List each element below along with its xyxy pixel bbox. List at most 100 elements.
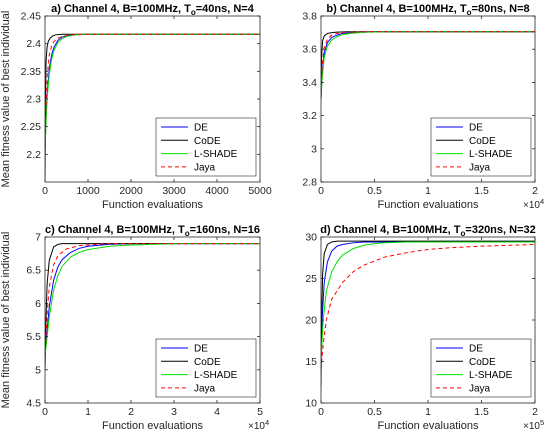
x-tick-label: 1 [85, 406, 91, 418]
x-tick-label: 0 [42, 406, 48, 418]
chart-title: b) Channel 4, B=100MHz, To=80ns, N=8 [326, 3, 529, 17]
x-tick-label: 0 [42, 185, 48, 197]
x-tick-label: 3 [171, 406, 177, 418]
legend-box [155, 338, 257, 398]
legend-label-de: DE [194, 123, 208, 134]
y-tick-label: 25 [305, 273, 317, 285]
panel-3: 0 1 2 3 4 5 4.5 5 5.5 6 6.5 7 ×104 Function evaluatio… [0, 224, 269, 432]
y-tick-label: 3.8 [302, 11, 317, 23]
y-tick-label: 2.45 [21, 11, 42, 23]
legend-box [430, 117, 532, 177]
legend-label-jaya: Jaya [194, 383, 216, 394]
legend-label-code: CoDE [469, 136, 496, 147]
legend: DE CoDE L-SHADE Jaya [155, 117, 257, 177]
y-tick-label: 2.2 [26, 149, 41, 161]
y-tick-label: 30 [305, 232, 317, 244]
y-tick-label: 6 [35, 298, 41, 310]
x-tick-label: 1 [425, 185, 431, 197]
legend-label-l-shade: L-SHADE [194, 370, 238, 381]
x-exponent-label: ×104 [523, 197, 544, 211]
x-tick-label: 0.5 [367, 406, 382, 418]
x-tick-label: 2000 [119, 185, 143, 197]
panel-2: 0 0.5 1 1.5 2 2.8 3 3.2 3.4 3.6 3.8 ×104 Function ev… [302, 3, 544, 211]
y-tick-label: 3 [311, 143, 317, 155]
series-group [321, 31, 535, 100]
y-axis-label: Mean fitness value of best individual [0, 232, 12, 409]
x-tick-label: 1 [425, 406, 431, 418]
legend-label-jaya: Jaya [469, 162, 491, 173]
series-line-code [321, 31, 535, 100]
legend: DE CoDE L-SHADE Jaya [155, 338, 257, 398]
y-tick-label: 3.6 [302, 44, 317, 56]
chart-title: a) Channel 4, B=100MHz, To=40ns, N=4 [51, 3, 255, 17]
axes-frame [44, 236, 261, 404]
legend: DE CoDE L-SHADE Jaya [430, 338, 532, 398]
legend-label-de: DE [194, 344, 208, 355]
legend-label-code: CoDE [194, 136, 221, 147]
y-tick-label: 5 [35, 364, 41, 376]
legend-label-jaya: Jaya [194, 162, 216, 173]
x-tick-label: 1.5 [474, 185, 489, 197]
legend: DE CoDE L-SHADE Jaya [430, 117, 532, 177]
y-tick-label: 2.35 [21, 66, 42, 78]
y-tick-label: 7 [35, 232, 41, 244]
y-tick-label: 15 [305, 356, 317, 368]
series-line-jaya [321, 31, 535, 100]
legend-label-code: CoDE [469, 357, 496, 368]
legend-label-code: CoDE [194, 357, 221, 368]
x-tick-label: 4000 [205, 185, 229, 197]
y-axis-label: Mean fitness value of best individual [0, 11, 12, 188]
y-tick-label: 6.5 [26, 265, 41, 277]
chart-title: c) Channel 4, B=100MHz, To=160ns, N=16 [45, 224, 260, 238]
x-exponent-label: ×104 [248, 418, 269, 432]
y-tick-label: 2.8 [302, 177, 317, 189]
legend-label-l-shade: L-SHADE [469, 370, 513, 381]
legend-box [155, 117, 257, 177]
y-tick-label: 2.3 [26, 94, 41, 106]
series-line-l-shade [321, 241, 535, 362]
x-tick-label: 2 [532, 406, 538, 418]
x-axis-label: Function evaluations [102, 420, 203, 432]
x-tick-label: 2 [532, 185, 538, 197]
series-line-jaya [45, 33, 260, 155]
x-tick-label: 0 [318, 185, 324, 197]
x-tick-label: 0 [318, 406, 324, 418]
series-line-de [45, 243, 260, 357]
x-tick-label: 1000 [76, 185, 100, 197]
y-tick-label: 2.4 [26, 38, 41, 50]
series-group [321, 240, 535, 387]
legend-label-l-shade: L-SHADE [194, 149, 238, 160]
x-tick-label: 1.5 [474, 406, 489, 418]
y-tick-label: 2.25 [21, 121, 42, 133]
x-axis-label: Function evaluations [102, 199, 203, 211]
x-tick-label: 2 [128, 406, 134, 418]
series-line-jaya [321, 243, 535, 370]
legend-label-jaya: Jaya [469, 383, 491, 394]
y-tick-label: 4.5 [26, 398, 41, 410]
x-tick-label: 5000 [248, 185, 272, 197]
x-axis-label: Function evaluations [378, 199, 479, 211]
y-tick-label: 3.2 [302, 110, 317, 122]
y-tick-label: 10 [305, 398, 317, 410]
y-tick-label: 3.4 [302, 77, 317, 89]
series-line-code [45, 33, 260, 182]
series-line-l-shade [45, 243, 260, 357]
x-axis-label: Function evaluations [378, 420, 479, 432]
legend-label-de: DE [469, 344, 483, 355]
chart-title: d) Channel 4, B=100MHz, To=320ns, N=32 [320, 224, 536, 238]
series-line-de [321, 241, 535, 362]
series-group [45, 243, 260, 370]
legend-label-l-shade: L-SHADE [469, 149, 513, 160]
legend-box [430, 338, 532, 398]
x-tick-label: 0.5 [367, 185, 382, 197]
series-line-code [321, 240, 535, 387]
x-tick-label: 4 [214, 406, 220, 418]
panel-4: 0 0.5 1 1.5 2 10 15 20 25 30 ×105 Function evaluati… [305, 224, 544, 432]
x-exponent-label: ×105 [523, 418, 544, 432]
y-tick-label: 5.5 [26, 331, 41, 343]
x-tick-label: 5 [257, 406, 263, 418]
legend-label-de: DE [469, 123, 483, 134]
x-tick-label: 3000 [162, 185, 186, 197]
panel-1: 0 1000 2000 3000 4000 5000 2.2 2.25 2.3 2.35 2.4 2.… [0, 3, 272, 211]
